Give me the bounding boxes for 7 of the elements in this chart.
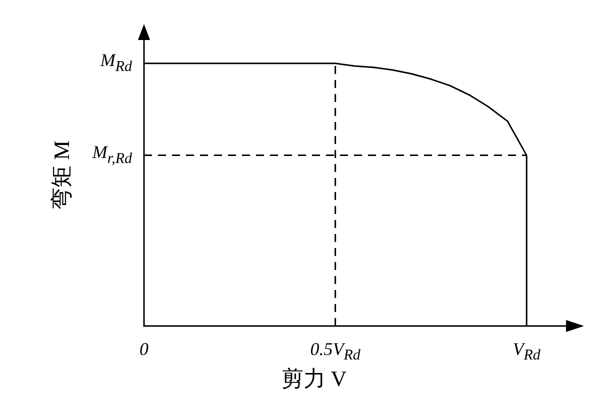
text: M$_{Rd}$ xyxy=(100,50,132,76)
y-axis-title: 弯矩 M xyxy=(49,140,74,210)
x-tick-label: 0.5V$_{Rd}$ xyxy=(310,339,360,364)
x-axis-title: 剪力 V xyxy=(281,366,347,391)
x-tick-label: V$_{Rd}$ xyxy=(512,339,540,364)
x-tick-label: 0 xyxy=(140,339,148,359)
ref-line-label: M$_{r,Rd}$ xyxy=(92,142,132,168)
